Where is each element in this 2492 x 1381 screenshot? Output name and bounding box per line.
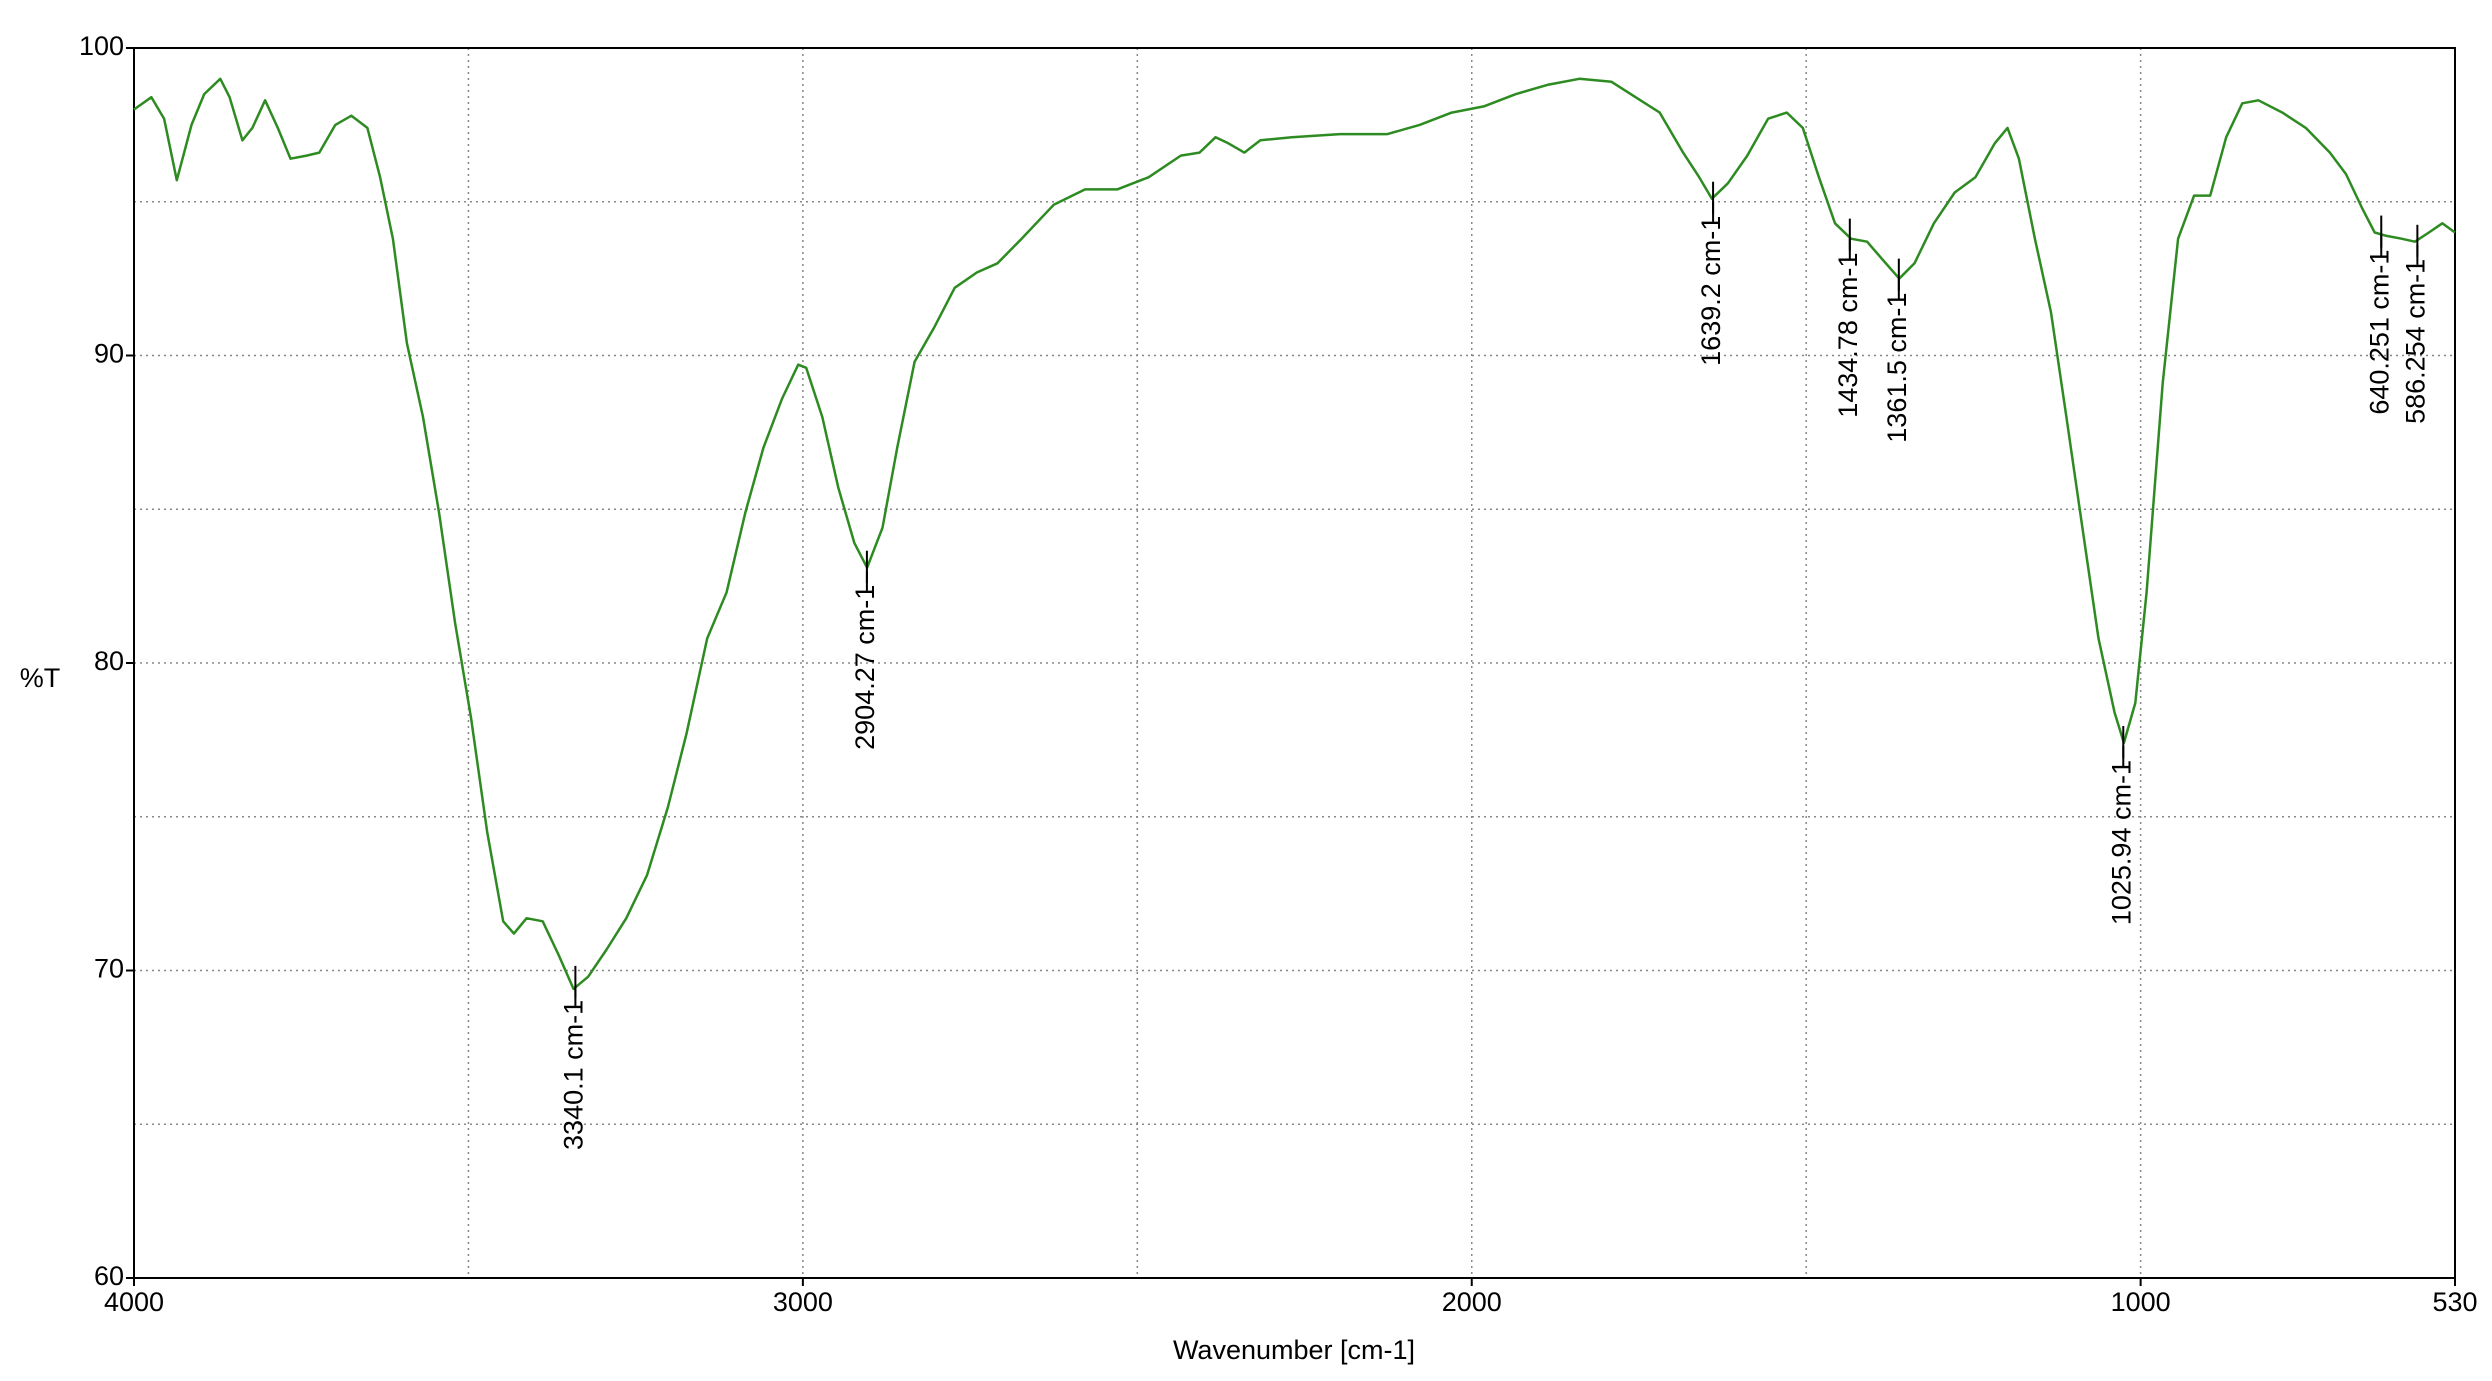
peak-label: 3340.1 cm-1 (559, 1000, 589, 1150)
y-tick-label: 60 (94, 1261, 124, 1291)
y-tick-label: 90 (94, 339, 124, 369)
peak-label: 1639.2 cm-1 (1696, 216, 1726, 366)
peak-label: 1434.78 cm-1 (1833, 253, 1863, 418)
peak-label: 2904.27 cm-1 (850, 585, 880, 750)
x-axis-label: Wavenumber [cm-1] (1173, 1335, 1415, 1365)
y-tick-label: 70 (94, 954, 124, 984)
y-axis-label: %T (20, 663, 61, 693)
x-tick-label: 3000 (773, 1287, 833, 1317)
x-tick-label: 530 (2432, 1287, 2477, 1317)
y-tick-label: 100 (79, 31, 124, 61)
x-tick-label: 2000 (1442, 1287, 1502, 1317)
peak-label: 586.254 cm-1 (2400, 259, 2430, 424)
y-tick-label: 80 (94, 646, 124, 676)
peak-label: 640.251 cm-1 (2364, 250, 2394, 415)
peak-label: 1025.94 cm-1 (2106, 760, 2136, 925)
x-tick-label: 4000 (104, 1287, 164, 1317)
x-tick-label: 1000 (2111, 1287, 2171, 1317)
peak-label: 1361.5 cm-1 (1882, 293, 1912, 443)
